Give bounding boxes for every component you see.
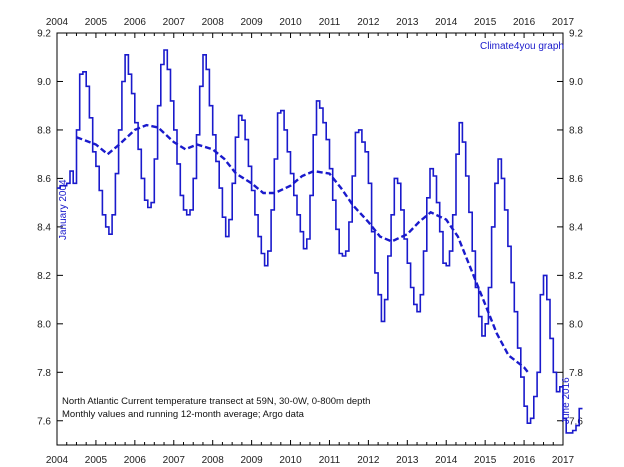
x-tick-label-bottom: 2009 bbox=[240, 455, 263, 466]
y-tick-label-right: 9.2 bbox=[569, 29, 583, 40]
x-tick-label-bottom: 2006 bbox=[124, 455, 147, 466]
x-tick-label-top: 2016 bbox=[513, 17, 536, 28]
y-tick-label-left: 8.4 bbox=[37, 222, 51, 233]
x-tick-label-bottom: 2007 bbox=[163, 455, 186, 466]
y-tick-label-right: 8.6 bbox=[569, 174, 583, 185]
y-tick-label-right: 7.8 bbox=[569, 368, 583, 379]
y-tick-label-left: 9.0 bbox=[37, 77, 51, 88]
x-tick-label-top: 2014 bbox=[435, 17, 458, 28]
y-tick-label-left: 7.8 bbox=[37, 368, 51, 379]
y-tick-label-right: 8.0 bbox=[569, 319, 583, 330]
x-tick-label-bottom: 2005 bbox=[85, 455, 108, 466]
monthly-values-series bbox=[57, 49, 583, 434]
x-tick-label-bottom: 2014 bbox=[435, 455, 458, 466]
y-tick-label-left: 8.2 bbox=[37, 271, 51, 282]
y-ticks-right: 7.6 7.8 8.0 8.2 8.4 8.6 8.8 9.0 9.2 bbox=[557, 29, 583, 427]
x-tick-label-top: 2013 bbox=[396, 17, 419, 28]
x-tick-label-bottom: 2012 bbox=[357, 455, 380, 466]
y-tick-label-right: 8.8 bbox=[569, 125, 583, 136]
end-label: June 2016 bbox=[561, 377, 572, 424]
y-tick-label-left: 7.6 bbox=[37, 416, 51, 427]
x-tick-label-top: 2009 bbox=[240, 17, 263, 28]
x-ticks-top: 2004 2005 2006 2007 2008 2009 2010 2011 2012 2013… bbox=[46, 17, 575, 38]
watermark: Climate4you graph bbox=[480, 41, 564, 52]
y-tick-label-left: 9.2 bbox=[37, 29, 51, 40]
x-tick-label-bottom: 2013 bbox=[396, 455, 419, 466]
x-tick-label-top: 2012 bbox=[357, 17, 380, 28]
y-tick-label-left: 8.8 bbox=[37, 125, 51, 136]
x-tick-label-top: 2008 bbox=[202, 17, 225, 28]
x-tick-label-bottom: 2008 bbox=[202, 455, 225, 466]
x-tick-label-top: 2017 bbox=[552, 17, 575, 28]
x-tick-label-top: 2004 bbox=[46, 17, 69, 28]
running-average-series bbox=[76, 123, 529, 374]
note-line-2: Monthly values and running 12-month aver… bbox=[62, 409, 305, 420]
x-tick-label-top: 2015 bbox=[474, 17, 497, 28]
x-tick-label-top: 2010 bbox=[279, 17, 302, 28]
y-tick-label-left: 8.0 bbox=[37, 319, 51, 330]
x-ticks-bottom: 2004 2005 2006 2007 2008 2009 2010 2011 2012 2013… bbox=[46, 440, 575, 466]
x-tick-label-bottom: 2017 bbox=[552, 455, 575, 466]
y-tick-label-right: 8.4 bbox=[569, 222, 583, 233]
y-tick-label-right: 9.0 bbox=[569, 77, 583, 88]
x-tick-label-top: 2006 bbox=[124, 17, 147, 28]
x-tick-label-bottom: 2010 bbox=[279, 455, 302, 466]
x-tick-label-bottom: 2004 bbox=[46, 455, 69, 466]
y-tick-label-left: 8.6 bbox=[37, 174, 51, 185]
y-ticks-left: 7.6 7.8 8.0 8.2 8.4 8.6 8.8 9.0 9.2 bbox=[37, 29, 63, 427]
note-line-1: North Atlantic Current temperature trans… bbox=[62, 396, 370, 407]
y-tick-label-right: 8.2 bbox=[569, 271, 583, 282]
x-tick-label-top: 2005 bbox=[85, 17, 108, 28]
x-tick-label-bottom: 2016 bbox=[513, 455, 536, 466]
start-label: January 2004 bbox=[58, 179, 69, 240]
x-tick-label-top: 2011 bbox=[319, 17, 341, 28]
y-tick-label-right: 7.6 bbox=[569, 416, 583, 427]
x-tick-label-bottom: 2015 bbox=[474, 455, 497, 466]
x-tick-label-top: 2007 bbox=[163, 17, 186, 28]
x-tick-label-bottom: 2011 bbox=[319, 455, 341, 466]
